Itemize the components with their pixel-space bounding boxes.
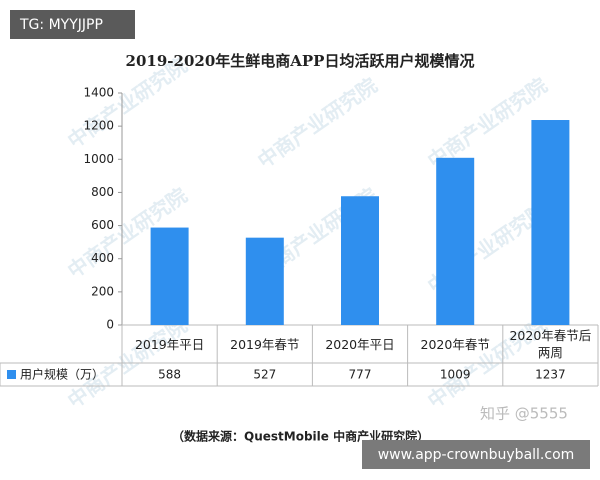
table-value: 1237 xyxy=(535,368,566,382)
table-value: 527 xyxy=(253,368,276,382)
url-box xyxy=(362,440,590,469)
x-tick-cell: 2019年春节 xyxy=(230,336,300,352)
legend-key xyxy=(7,370,16,379)
y-tick-label: 1000 xyxy=(83,152,114,166)
chart-title: 2019-2020年生鲜电商APP日均活跃用户规模情况 xyxy=(126,52,475,70)
tag-text: TG: MYYJJPP xyxy=(19,17,103,33)
x-tick-label: 2020年平日 xyxy=(325,336,395,352)
bar xyxy=(436,157,475,325)
y-tick-label: 600 xyxy=(91,218,114,232)
x-tick-label: 2019年春节 xyxy=(230,336,300,352)
tag-box xyxy=(10,10,135,39)
source-note: （数据来源：QuestMobile 中商产业研究院） xyxy=(172,429,429,444)
y-tick-label: 400 xyxy=(91,251,114,265)
y-tick-label: 800 xyxy=(91,185,114,199)
watermark: 中商产业研究院 xyxy=(253,73,381,173)
legend-label: 用户规模（万） xyxy=(20,367,104,382)
x-tick-cell: 2020年春节后两周 xyxy=(509,328,592,360)
table-value: 588 xyxy=(158,368,181,382)
y-tick-label: 200 xyxy=(91,284,114,298)
table-value: 777 xyxy=(349,368,372,382)
bar xyxy=(531,120,570,325)
y-tick-label: 0 xyxy=(106,318,114,332)
y-tick-label: 1400 xyxy=(83,86,114,100)
x-tick-label: 2020年春节 xyxy=(420,336,490,352)
x-tick-cell: 2020年春节 xyxy=(420,336,490,352)
bar xyxy=(245,237,284,325)
x-tick-cell: 2020年平日 xyxy=(325,336,395,352)
x-tick-cell: 2019年平日 xyxy=(134,336,205,352)
x-tick-label: 2020年春节后两周 xyxy=(509,328,592,360)
bar xyxy=(341,196,379,325)
zhihu-mark: 知乎 @5555 xyxy=(480,405,568,423)
bar xyxy=(150,227,189,325)
y-tick-label: 1200 xyxy=(83,119,114,133)
url-text: www.app-crownbuyball.com xyxy=(378,447,575,463)
x-tick-label: 2019年平日 xyxy=(134,336,205,352)
table-value: 1009 xyxy=(440,368,471,382)
